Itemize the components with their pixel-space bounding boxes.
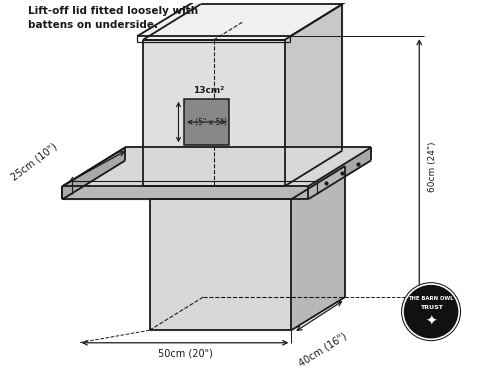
Polygon shape <box>143 40 284 186</box>
Text: (5" x 5"): (5" x 5") <box>196 117 228 126</box>
Polygon shape <box>150 199 292 330</box>
Text: 50cm (20"): 50cm (20") <box>158 348 212 358</box>
Polygon shape <box>137 0 348 36</box>
Circle shape <box>402 283 460 340</box>
Polygon shape <box>143 4 342 40</box>
Polygon shape <box>62 147 371 186</box>
Text: 40cm (16"): 40cm (16") <box>297 331 348 369</box>
Polygon shape <box>308 147 371 199</box>
Polygon shape <box>62 186 308 199</box>
Text: 25cm (10"): 25cm (10") <box>9 142 58 183</box>
Text: THE BARN OWL: THE BARN OWL <box>408 296 454 301</box>
Text: 60cm (24"): 60cm (24") <box>428 141 437 192</box>
Polygon shape <box>284 4 343 186</box>
Text: TRUST: TRUST <box>420 306 442 310</box>
Bar <box>184 99 229 145</box>
Text: Lift-off lid fitted loosely with
battens on underside.: Lift-off lid fitted loosely with battens… <box>28 6 198 30</box>
Polygon shape <box>62 147 126 199</box>
Text: ✦: ✦ <box>426 315 437 329</box>
Text: 13cm²: 13cm² <box>194 86 224 95</box>
Polygon shape <box>292 166 345 330</box>
